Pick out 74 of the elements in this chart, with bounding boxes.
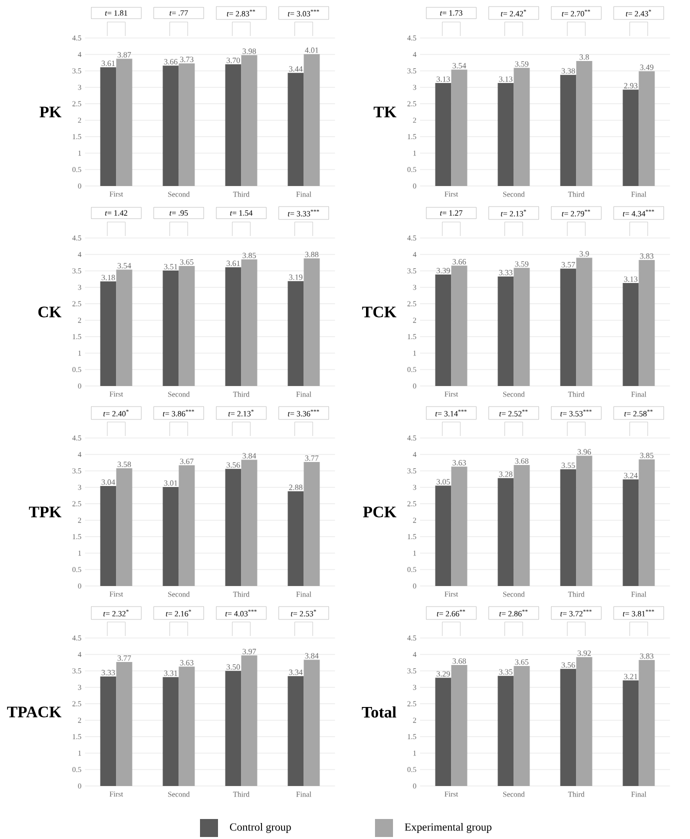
bar bbox=[514, 666, 530, 786]
text: TPK bbox=[28, 506, 62, 518]
bar bbox=[162, 677, 179, 786]
bar bbox=[435, 83, 452, 186]
text: CK bbox=[38, 306, 62, 318]
bar bbox=[451, 664, 468, 786]
bar bbox=[622, 479, 639, 586]
bar bbox=[451, 70, 468, 186]
bar bbox=[560, 668, 576, 786]
bar bbox=[435, 678, 452, 786]
bar bbox=[514, 68, 530, 186]
bar bbox=[576, 61, 592, 186]
bar bbox=[288, 281, 304, 386]
text: TCK bbox=[362, 306, 396, 318]
bar bbox=[100, 486, 116, 586]
bar bbox=[576, 657, 592, 786]
bar bbox=[498, 276, 514, 386]
bar bbox=[622, 90, 639, 186]
bar bbox=[498, 478, 514, 586]
bar bbox=[498, 676, 514, 786]
bar bbox=[304, 54, 320, 186]
bar bbox=[435, 486, 452, 586]
bar bbox=[225, 64, 242, 186]
legend-label: Control group bbox=[230, 823, 291, 833]
bar bbox=[162, 66, 179, 186]
bar bbox=[638, 260, 655, 386]
bar bbox=[576, 258, 592, 386]
bar bbox=[162, 270, 179, 386]
text: PCK bbox=[363, 506, 396, 518]
text: PK bbox=[40, 106, 62, 118]
bar bbox=[241, 655, 258, 786]
bar bbox=[451, 466, 468, 586]
bar bbox=[241, 55, 258, 186]
bar bbox=[451, 266, 468, 386]
bar bbox=[498, 83, 514, 186]
bar bbox=[116, 468, 132, 586]
bar bbox=[288, 491, 304, 586]
text: Total bbox=[362, 706, 396, 718]
bar bbox=[560, 469, 576, 586]
bar bbox=[435, 274, 452, 386]
bar bbox=[225, 267, 242, 386]
bar bbox=[178, 63, 195, 186]
bar bbox=[288, 72, 304, 186]
bar bbox=[241, 259, 258, 386]
bar bbox=[241, 460, 258, 586]
bar bbox=[560, 74, 576, 186]
bar bbox=[225, 468, 242, 586]
bar bbox=[622, 680, 639, 786]
bar bbox=[560, 268, 576, 386]
legend-label: Experimental group bbox=[404, 823, 492, 833]
bar bbox=[100, 676, 116, 786]
bar bbox=[225, 670, 242, 786]
text: TK bbox=[374, 106, 396, 118]
text: TPACK bbox=[7, 706, 62, 718]
bar bbox=[116, 662, 132, 786]
bar bbox=[304, 462, 320, 586]
bar bbox=[514, 268, 530, 386]
bar bbox=[576, 456, 592, 586]
bar bbox=[178, 465, 195, 586]
bar bbox=[622, 283, 639, 386]
bar bbox=[288, 676, 304, 786]
bar bbox=[514, 464, 530, 586]
bar bbox=[178, 266, 195, 386]
bar bbox=[178, 666, 195, 786]
bar bbox=[638, 660, 655, 786]
bar bbox=[116, 58, 132, 186]
bar bbox=[100, 67, 116, 186]
bar bbox=[638, 459, 655, 586]
bar bbox=[100, 281, 116, 386]
bar bbox=[638, 71, 655, 186]
bar bbox=[162, 487, 179, 586]
bar bbox=[304, 258, 320, 386]
bar bbox=[304, 660, 320, 786]
bar bbox=[116, 270, 132, 386]
